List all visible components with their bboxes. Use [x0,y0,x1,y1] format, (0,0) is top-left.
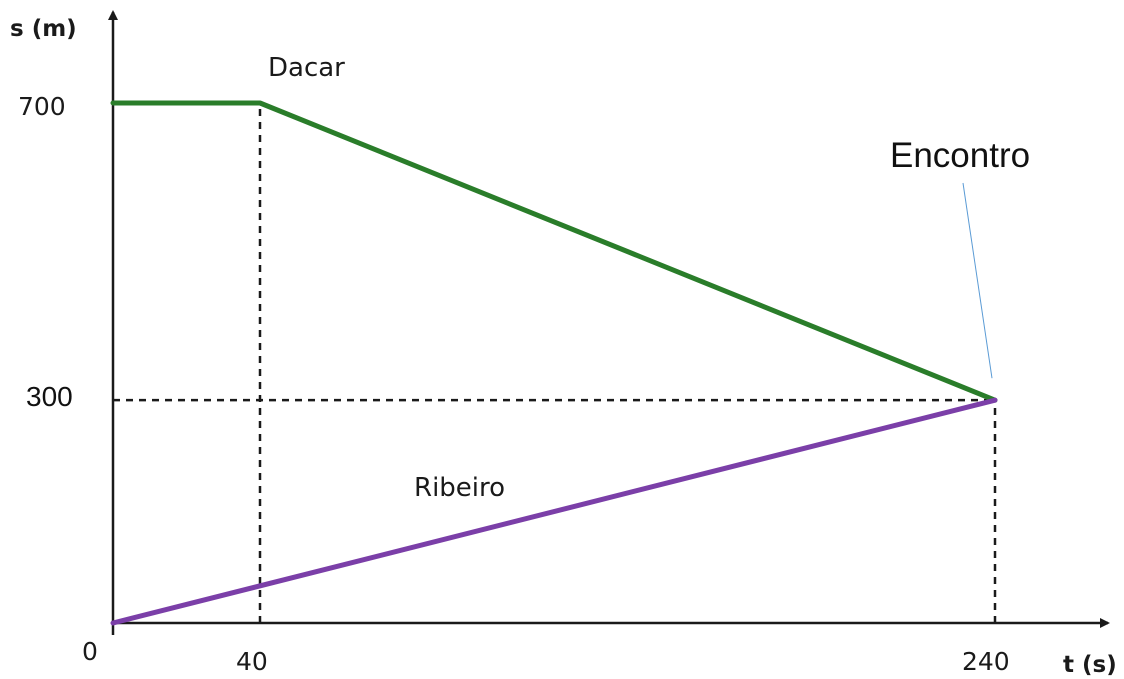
annotation-leader-line [962,182,993,379]
guide-lines [113,103,997,623]
series-line-dacar [110,100,998,403]
series-label-ribeiro: Ribeiro [414,473,505,503]
series-label-dacar: Dacar [268,53,345,83]
y-tick-label-700: 700 [18,92,66,121]
series-line-ribeiro [110,397,998,626]
y-axis-label: s (m) [10,16,77,42]
x-axis-label: t (s) [1063,652,1117,678]
series-group [110,100,998,626]
y-tick-label-300: 300 [26,381,73,412]
x-tick-label-40: 40 [236,647,268,676]
annotation-encontro: Encontro [890,136,1030,175]
x-tick-label-0: 0 [82,637,98,666]
x-tick-label-240: 240 [962,647,1010,676]
